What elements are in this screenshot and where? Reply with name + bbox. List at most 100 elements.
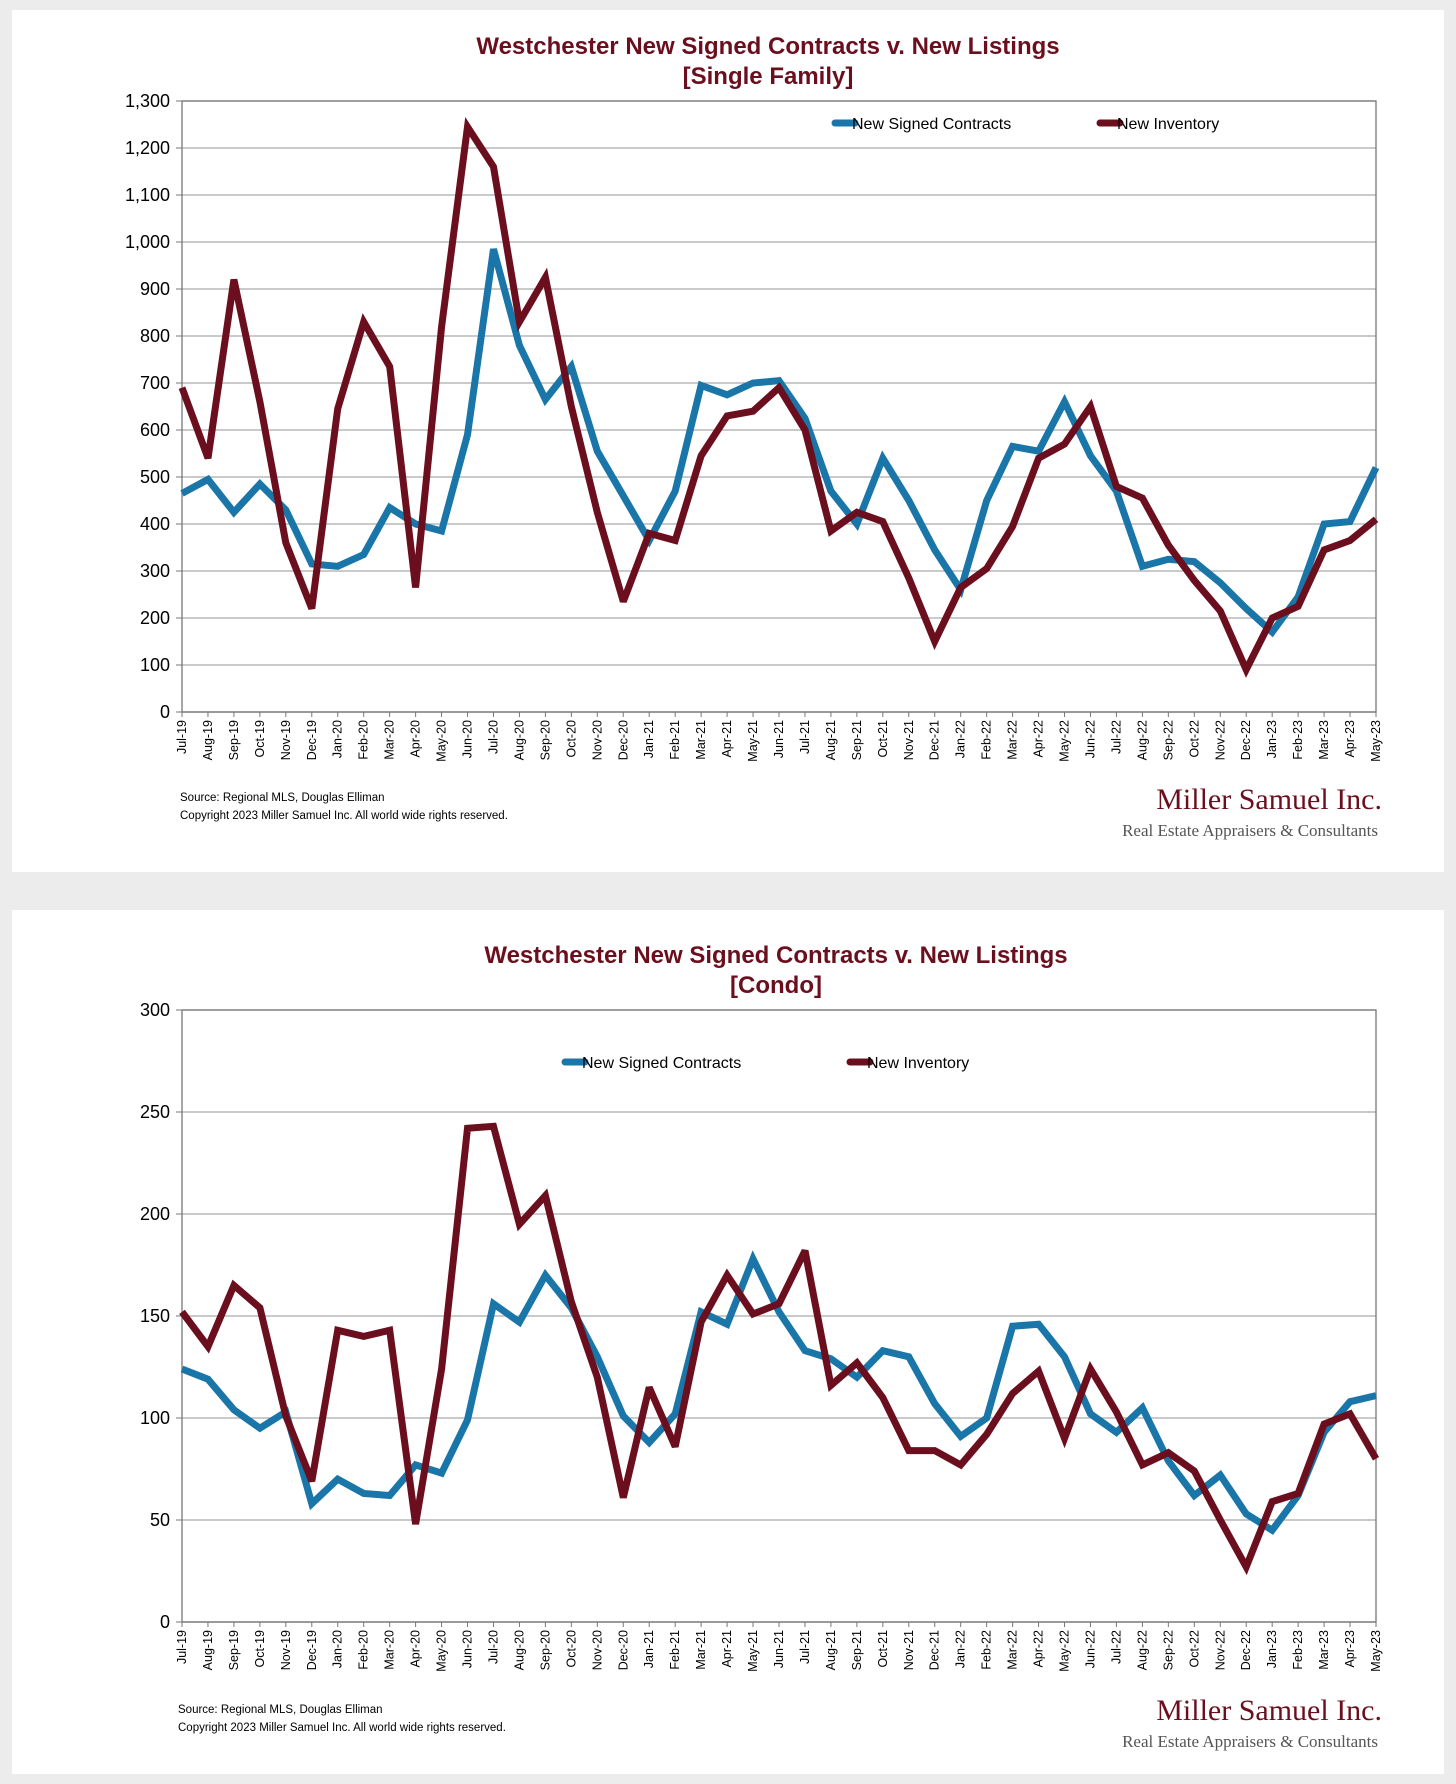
x-tick-label: Jan-23: [1265, 1630, 1279, 1668]
x-tick-label: May-23: [1369, 720, 1383, 762]
y-tick-label: 300: [140, 561, 170, 581]
x-tick-label: Feb-22: [980, 720, 994, 760]
x-tick-label: Nov-19: [279, 1630, 293, 1670]
x-tick-label: Aug-22: [1135, 720, 1149, 760]
x-tick-label: Jan-22: [954, 720, 968, 758]
x-tick-label: Nov-19: [279, 720, 293, 760]
x-tick-label: Feb-23: [1291, 720, 1305, 760]
x-tick-label: Jun-20: [461, 1630, 475, 1668]
y-tick-label: 1,100: [125, 185, 170, 205]
x-tick-label: Apr-21: [720, 720, 734, 758]
x-tick-label: Sep-20: [538, 1630, 552, 1670]
x-tick-label: Mar-23: [1317, 1630, 1331, 1670]
legend-label: New Inventory: [1117, 116, 1219, 133]
y-tick-label: 400: [140, 514, 170, 534]
x-tick-label: Jan-21: [642, 720, 656, 758]
logo-name: Miller Samuel Inc.: [1156, 1694, 1382, 1727]
x-tick-label: Sep-22: [1161, 720, 1175, 760]
x-tick-label: Feb-21: [668, 1630, 682, 1670]
x-tick-label: Nov-22: [1213, 1630, 1227, 1670]
x-tick-label: Mar-22: [1006, 720, 1020, 760]
y-tick-label: 800: [140, 326, 170, 346]
condo-chart: 0 50 100 150 200 250 300 Jul-19 Aug-19 Sep-19 Oct-…: [140, 1000, 1383, 1672]
x-tick-label: Oct-22: [1187, 1630, 1201, 1668]
x-tick-label: Jan-20: [331, 720, 345, 758]
x-tick-label: Jul-20: [486, 720, 500, 754]
source-note: Source: Regional MLS, Douglas Elliman: [180, 792, 385, 804]
x-tick-label: Jan-20: [331, 1630, 345, 1668]
x-tick-label: Oct-20: [564, 720, 578, 758]
x-tick-label: Feb-20: [357, 1630, 371, 1670]
y-tick-label: 300: [140, 1000, 170, 1020]
copyright-note: Copyright 2023 Miller Samuel Inc. All wo…: [178, 1722, 506, 1734]
y-tick-label: 700: [140, 373, 170, 393]
x-tick-label: Dec-20: [616, 1630, 630, 1670]
x-tick-label: Dec-19: [305, 720, 319, 760]
legend-label: New Signed Contracts: [582, 1055, 741, 1072]
y-tick-label: 0: [160, 1612, 170, 1632]
x-tick-label: Aug-22: [1135, 1630, 1149, 1670]
chart-subtitle: [Single Family]: [683, 63, 854, 90]
x-tick-label: Sep-21: [850, 720, 864, 760]
chart-title: Westchester New Signed Contracts v. New …: [484, 942, 1067, 969]
x-tick-label: Mar-21: [694, 1630, 708, 1670]
x-tick-label: Sep-19: [227, 720, 241, 760]
x-tick-label: Jan-21: [642, 1630, 656, 1668]
x-tick-label: Jul-19: [175, 1630, 189, 1664]
x-tick-label: Mar-20: [383, 1630, 397, 1670]
x-tick-label: Oct-19: [253, 720, 267, 758]
x-tick-label: Jul-21: [798, 720, 812, 754]
y-tick-label: 100: [140, 655, 170, 675]
x-tick-label: Jun-21: [772, 720, 786, 758]
x-tick-label: Apr-22: [1032, 1630, 1046, 1668]
x-tick-label: Jan-23: [1265, 720, 1279, 758]
x-tick-label: Mar-22: [1006, 1630, 1020, 1670]
x-tick-label: Dec-21: [928, 720, 942, 760]
x-tick-label: Jul-20: [486, 1630, 500, 1664]
x-tick-label: Feb-21: [668, 720, 682, 760]
x-tick-label: Jul-19: [175, 720, 189, 754]
x-tick-label: Nov-20: [590, 1630, 604, 1670]
x-tick-label: Apr-20: [409, 1630, 423, 1668]
x-tick-label: Dec-22: [1239, 720, 1253, 760]
chart-subtitle: [Condo]: [730, 972, 822, 999]
y-tick-label: 1,200: [125, 138, 170, 158]
chart-title: Westchester New Signed Contracts v. New …: [476, 33, 1059, 60]
x-tick-label: Aug-21: [824, 1630, 838, 1670]
x-tick-label: Aug-19: [201, 720, 215, 760]
x-tick-label: Sep-21: [850, 1630, 864, 1670]
y-tick-label: 500: [140, 467, 170, 487]
x-tick-label: Jul-22: [1109, 720, 1123, 754]
copyright-note: Copyright 2023 Miller Samuel Inc. All wo…: [180, 810, 508, 822]
x-tick-label: Dec-19: [305, 1630, 319, 1670]
x-tick-label: Oct-21: [876, 1630, 890, 1668]
x-tick-label: Feb-20: [357, 720, 371, 760]
x-tick-label: Feb-22: [980, 1630, 994, 1670]
y-tick-label: 100: [140, 1408, 170, 1428]
y-tick-label: 250: [140, 1102, 170, 1122]
x-tick-label: Aug-20: [512, 1630, 526, 1670]
x-tick-label: Oct-19: [253, 1630, 267, 1668]
x-tick-label: Jul-21: [798, 1630, 812, 1664]
x-tick-label: Jun-20: [461, 720, 475, 758]
x-tick-label: Mar-23: [1317, 720, 1331, 760]
x-tick-label: Nov-21: [902, 720, 916, 760]
x-tick-label: Mar-21: [694, 720, 708, 760]
y-tick-label: 1,000: [125, 232, 170, 252]
y-tick-label: 200: [140, 1204, 170, 1224]
legend-label: New Inventory: [867, 1055, 969, 1072]
x-tick-label: Apr-22: [1032, 720, 1046, 758]
logo-tagline: Real Estate Appraisers & Consultants: [1122, 1732, 1378, 1751]
logo-tagline: Real Estate Appraisers & Consultants: [1122, 821, 1378, 840]
x-tick-label: Apr-20: [409, 720, 423, 758]
x-tick-label: Jun-21: [772, 1630, 786, 1668]
y-tick-label: 50: [150, 1510, 170, 1530]
x-tick-label: Apr-23: [1343, 1630, 1357, 1668]
legend-label: New Signed Contracts: [852, 116, 1011, 133]
x-tick-label: Dec-22: [1239, 1630, 1253, 1670]
x-tick-label: Jun-22: [1083, 720, 1097, 758]
y-tick-label: 150: [140, 1306, 170, 1326]
x-tick-label: May-22: [1058, 1630, 1072, 1672]
x-tick-label: Feb-23: [1291, 1630, 1305, 1670]
y-tick-label: 900: [140, 279, 170, 299]
